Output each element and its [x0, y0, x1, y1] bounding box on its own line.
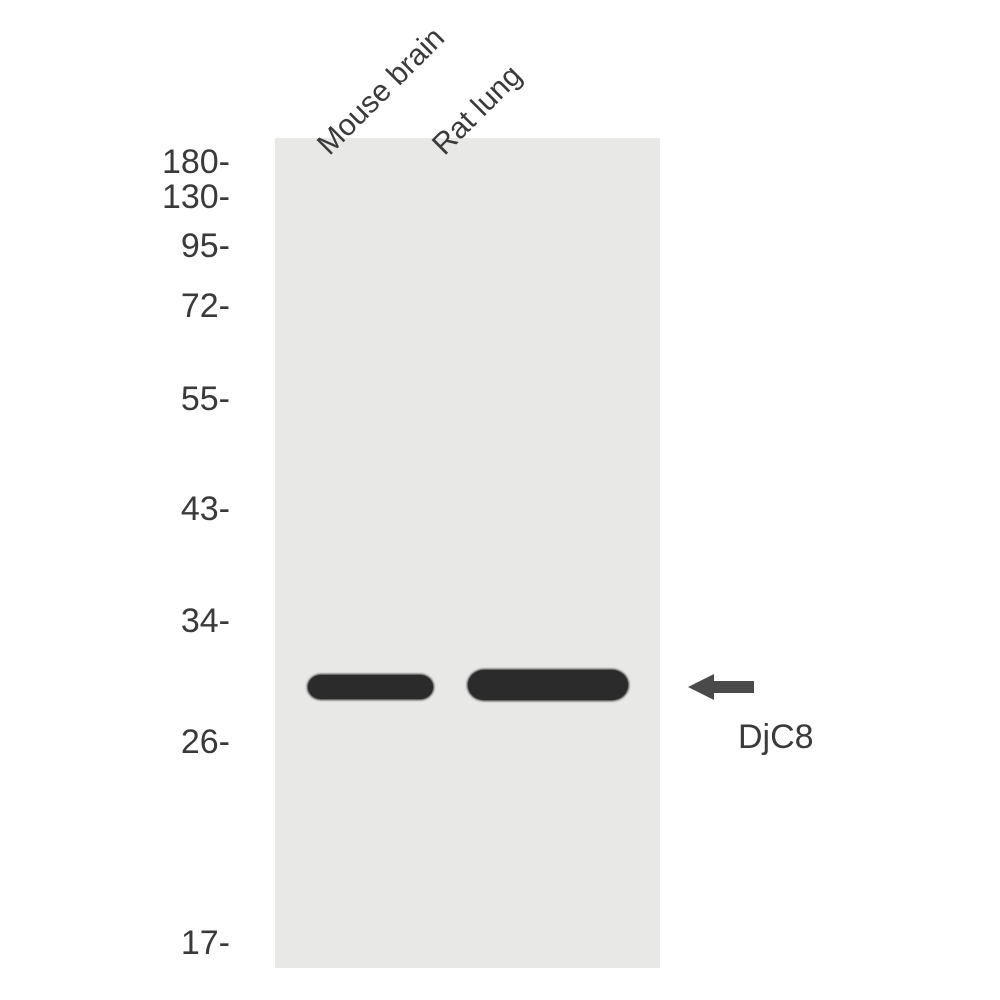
mw-label: 34- — [140, 602, 230, 641]
band — [308, 675, 433, 699]
arrow-head-icon — [688, 674, 754, 700]
blot-figure: Mouse brain Rat lung 180-130-95-72-55-43… — [0, 0, 1000, 1000]
mw-label: 55- — [140, 380, 230, 419]
mw-label: 130- — [140, 178, 230, 217]
mw-label: 43- — [140, 490, 230, 529]
mw-label: 17- — [140, 924, 230, 963]
band — [468, 670, 628, 700]
mw-label: 72- — [140, 287, 230, 326]
blot-strip — [275, 138, 660, 968]
target-arrow — [688, 672, 754, 707]
mw-label: 95- — [140, 227, 230, 266]
mw-label: 180- — [140, 143, 230, 182]
target-label: DjC8 — [738, 718, 814, 757]
mw-label: 26- — [140, 723, 230, 762]
